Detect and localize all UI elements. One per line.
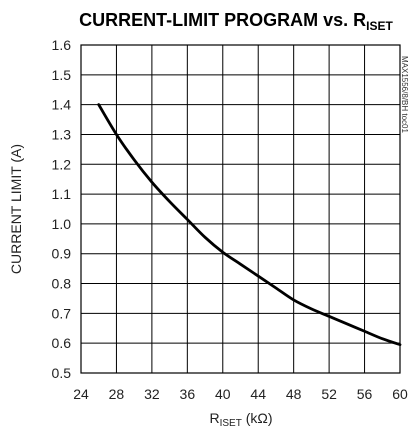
- x-tick-label: 56: [357, 386, 373, 402]
- x-tick-label: 44: [250, 386, 266, 402]
- chart-title-subscript: ISET: [366, 19, 393, 33]
- y-tick-label: 1.5: [52, 67, 72, 83]
- x-tick-label: 24: [73, 386, 89, 402]
- y-tick-label: 1.6: [52, 37, 72, 53]
- y-tick-label: 1.0: [52, 216, 72, 232]
- x-axis-label-main: R: [209, 410, 219, 426]
- grid: [80, 44, 401, 374]
- x-tick-label: 48: [286, 386, 302, 402]
- x-tick-label: 28: [109, 386, 125, 402]
- y-tick-label: 0.8: [52, 276, 72, 292]
- x-tick-label: 32: [144, 386, 160, 402]
- y-tick-label: 0.5: [52, 365, 72, 381]
- x-tick-label: 60: [392, 386, 408, 402]
- y-tick-label: 0.9: [52, 246, 72, 262]
- x-axis-label: RISET (kΩ): [209, 410, 272, 429]
- y-tick-label: 1.3: [52, 126, 72, 142]
- x-axis-label-unit: (kΩ): [242, 410, 273, 426]
- y-tick-label: 1.4: [52, 97, 72, 113]
- x-tick-label: 40: [215, 386, 231, 402]
- y-tick-label: 1.2: [52, 156, 72, 172]
- figure-code-watermark: MAX1556/8/BH toc01: [400, 56, 409, 133]
- x-tick-label: 52: [321, 386, 337, 402]
- plot-frame: [80, 44, 401, 374]
- x-axis-label-subscript: ISET: [220, 418, 242, 429]
- chart-title-main: CURRENT-LIMIT PROGRAM vs. R: [79, 10, 366, 30]
- y-axis-label: CURRENT LIMIT (A): [8, 144, 24, 274]
- y-tick-label: 0.6: [52, 335, 72, 351]
- x-tick-label: 36: [180, 386, 196, 402]
- y-tick-label: 0.7: [52, 305, 72, 321]
- y-tick-labels: 0.5 0.6 0.7 0.8 0.9 1.0 1.1 1.2 1.3 1.4 1.5 1.6: [52, 37, 72, 381]
- current-limit-curve: [97, 103, 402, 347]
- chart-title: CURRENT-LIMIT PROGRAM vs. RISET: [79, 10, 393, 33]
- x-tick-labels: 24 28 32 36 40 44 48 52 56 60: [73, 386, 408, 402]
- y-tick-label: 1.1: [52, 186, 72, 202]
